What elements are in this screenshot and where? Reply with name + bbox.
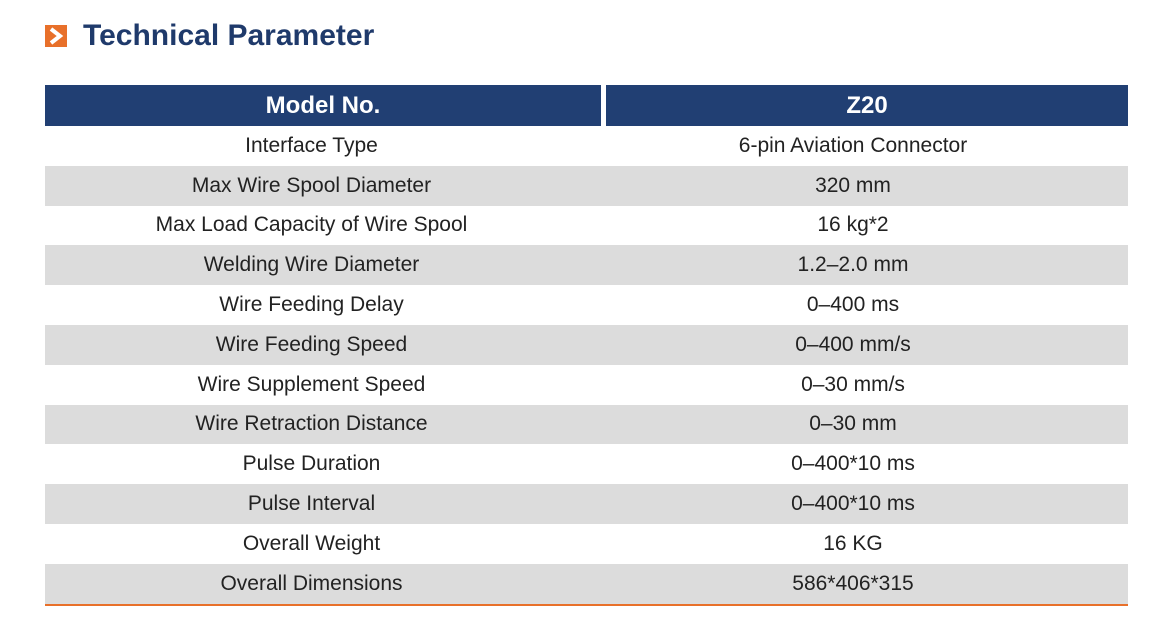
value-cell: 586*406*315: [792, 571, 914, 595]
value-cell: 0–400 mm/s: [795, 332, 911, 356]
table-row: Pulse Interval 0–400*10 ms: [45, 484, 1128, 524]
value-cell: 0–400*10 ms: [791, 452, 915, 476]
parameter-cell: Max Load Capacity of Wire Spool: [155, 213, 468, 237]
value-cell: 16 KG: [823, 531, 883, 555]
parameter-cell: Interface Type: [245, 133, 378, 157]
table-row: Interface Type 6-pin Aviation Connector: [45, 126, 1128, 166]
table-row: Max Wire Spool Diameter 320 mm: [45, 165, 1128, 206]
table-row: Pulse Duration 0–400*10 ms: [45, 444, 1128, 484]
value-cell: 16 kg*2: [817, 213, 889, 237]
section-header: Technical Parameter: [45, 16, 374, 56]
title: Technical Parameter: [83, 19, 375, 52]
table-header: Model No. Z20: [45, 85, 1128, 126]
header-cell: Z20: [606, 85, 1128, 126]
value-cell: 1.2–2.0 mm: [797, 253, 909, 277]
table-row: Wire Feeding Delay 0–400 ms: [45, 285, 1128, 325]
header-icon: [45, 25, 67, 47]
parameter-table: Model No. Z20 Interface Type 6-pin Aviati…: [45, 85, 1128, 606]
table-row: Welding Wire Diameter 1.2–2.0 mm: [45, 245, 1128, 286]
value-cell: 6-pin Aviation Connector: [738, 133, 968, 157]
table-row: Wire Feeding Speed 0–400 mm/s: [45, 324, 1128, 365]
parameter-cell: Overall Dimensions: [220, 571, 403, 595]
table-row: Overall Dimensions 586*406*315: [45, 563, 1128, 604]
parameter-cell: Welding Wire Diameter: [203, 253, 420, 277]
parameter-cell: Wire Feeding Delay: [219, 293, 404, 317]
value-cell: 0–400*10 ms: [791, 492, 915, 516]
table-bottom-rule: [45, 603, 1128, 606]
parameter-cell: Wire Feeding Speed: [215, 332, 408, 356]
value-cell: 0–30 mm/s: [801, 372, 905, 396]
parameter-cell: Wire Supplement Speed: [197, 372, 426, 396]
table-row: Wire Retraction Distance 0–30 mm: [45, 404, 1128, 445]
parameter-cell: Pulse Interval: [247, 492, 376, 516]
table-row: Overall Weight 16 KG: [45, 524, 1128, 564]
parameter-cell: Max Wire Spool Diameter: [191, 173, 432, 197]
value-cell: 0–30 mm: [809, 412, 897, 436]
value-cell: 320 mm: [815, 173, 891, 197]
parameter-cell: Pulse Duration: [242, 452, 381, 476]
value-cell: 0–400 ms: [806, 293, 900, 317]
table-body: Interface Type 6-pin Aviation Connector Ma…: [45, 126, 1128, 604]
table-row: Wire Supplement Speed 0–30 mm/s: [45, 365, 1128, 405]
table-row: Max Load Capacity of Wire Spool 16 kg*2: [45, 206, 1128, 246]
header-cell: Model No.: [45, 85, 601, 126]
parameter-cell: Overall Weight: [242, 531, 381, 555]
parameter-cell: Wire Retraction Distance: [195, 412, 428, 436]
